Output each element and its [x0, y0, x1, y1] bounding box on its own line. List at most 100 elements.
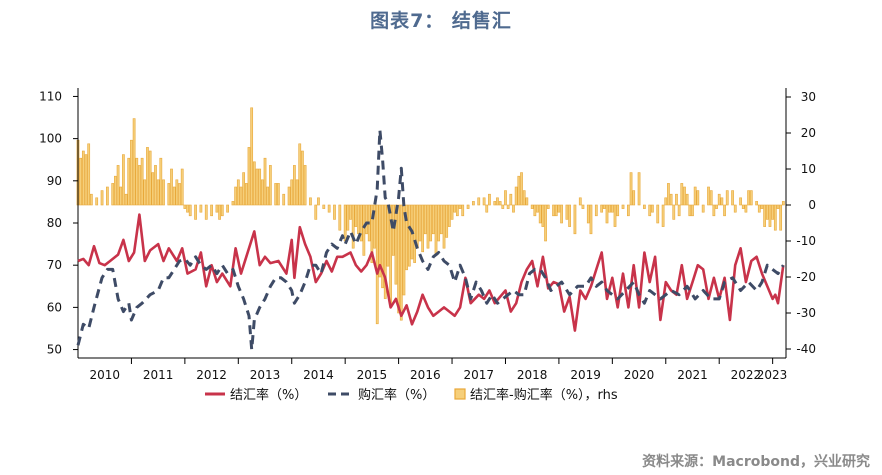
bar [568, 204, 571, 227]
bar [536, 204, 539, 213]
bar [220, 204, 224, 217]
bar [218, 204, 221, 220]
bar [106, 186, 109, 206]
bar [560, 204, 563, 224]
line-series-layer [76, 128, 785, 352]
bar [407, 204, 411, 267]
bar [247, 147, 251, 206]
bar [362, 204, 366, 256]
bar [226, 204, 229, 213]
bar [672, 204, 676, 220]
bar [557, 204, 561, 213]
bar [346, 204, 350, 231]
bar [159, 157, 163, 206]
bar [605, 204, 609, 224]
left-tick-label: 70 [47, 258, 62, 272]
bar [709, 190, 713, 206]
bar [739, 197, 742, 206]
bar [461, 204, 465, 217]
bar [651, 204, 654, 213]
bar [581, 204, 585, 209]
bar [287, 186, 291, 206]
bar [111, 183, 115, 206]
bar [282, 193, 286, 206]
bar [437, 204, 441, 242]
bar [696, 190, 700, 206]
bar [749, 190, 753, 206]
bar [290, 179, 294, 206]
bar [439, 204, 443, 235]
bar [600, 204, 604, 213]
bar [493, 201, 497, 206]
bar [84, 154, 88, 206]
bar [744, 204, 748, 213]
bar [554, 204, 558, 217]
left-tick-label: 110 [39, 89, 62, 103]
bar [89, 193, 93, 206]
bar [81, 150, 85, 206]
bar [156, 179, 160, 206]
right-tick-label: -40 [796, 342, 816, 356]
axes: 50 60 70 80 90 100 110 -40 -30 -20 -10 0 10 20 30 2010 2… [39, 88, 816, 382]
bar [274, 183, 278, 206]
bar [343, 204, 347, 242]
left-tick-label: 90 [47, 174, 62, 188]
bar [677, 204, 681, 217]
bar [717, 193, 721, 206]
bar [466, 204, 470, 209]
bar [741, 204, 745, 209]
bar [680, 183, 684, 206]
bar [755, 201, 758, 206]
bar [707, 186, 710, 206]
bar [520, 172, 523, 206]
bar [472, 201, 475, 206]
bar [143, 179, 147, 206]
bar [610, 204, 614, 213]
legend-label-purchase: 购汇率（%） [358, 387, 435, 403]
bar [779, 204, 783, 231]
bar [501, 204, 505, 209]
bar [426, 204, 430, 249]
bar [146, 147, 149, 206]
right-tick-label: -10 [796, 234, 816, 248]
bar [124, 193, 128, 206]
bar [442, 204, 446, 249]
bar [381, 204, 384, 289]
bar [453, 204, 457, 213]
bar [359, 204, 363, 242]
bar [565, 204, 569, 220]
bar [151, 172, 155, 206]
bar [405, 204, 408, 271]
source-note: 资料来源：Macrobond，兴业研究 [642, 454, 870, 470]
bar [765, 204, 769, 220]
bar [399, 204, 403, 321]
bar [731, 190, 734, 206]
bar [397, 204, 400, 314]
bar [506, 204, 510, 209]
left-tick-label: 60 [47, 300, 62, 314]
bar [357, 204, 360, 235]
bar [418, 204, 422, 242]
bar [431, 204, 435, 235]
bar [482, 197, 486, 206]
bar [594, 204, 598, 217]
x-tick-label: 2022 [731, 368, 762, 382]
bar [648, 204, 652, 217]
bar [116, 165, 120, 206]
bar [258, 168, 262, 206]
bar [239, 186, 243, 206]
bar [616, 204, 620, 217]
left-tick-label: 80 [47, 216, 62, 230]
right-tick-label: -30 [796, 306, 816, 320]
bar [621, 204, 625, 209]
bar [541, 204, 545, 227]
bar [664, 197, 668, 206]
bar-series-layer [76, 107, 785, 325]
bar [309, 197, 312, 206]
bar [496, 197, 499, 206]
bar [488, 193, 491, 206]
bar [162, 179, 165, 206]
bar [637, 172, 641, 206]
bar [298, 143, 302, 206]
